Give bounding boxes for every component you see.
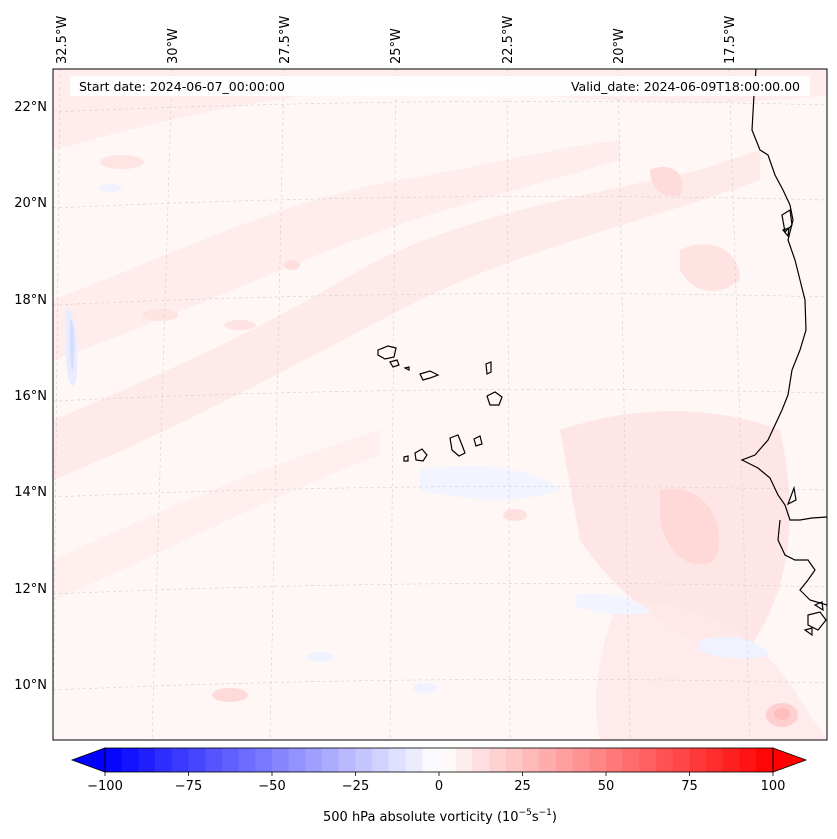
colorbar-min-extend-arrow bbox=[70, 747, 106, 773]
colorbar-label-exp2: −1 bbox=[539, 808, 552, 818]
colorbar-tick-label: −25 bbox=[342, 779, 369, 794]
colorbar-segment bbox=[205, 748, 223, 772]
colorbar-segment bbox=[388, 748, 406, 772]
colorbar-segment bbox=[171, 748, 189, 772]
colorbar-segment bbox=[155, 748, 173, 772]
colorbar-segment bbox=[305, 748, 323, 772]
colorbar-segment bbox=[639, 748, 657, 772]
island-boa-vista bbox=[486, 391, 503, 406]
lat-label: 14°N bbox=[14, 485, 47, 500]
colorbar-label-text: 500 hPa absolute vorticity (10 bbox=[323, 810, 519, 825]
lat-label: 10°N bbox=[14, 678, 47, 693]
colorbar-tick-label: −50 bbox=[258, 779, 285, 794]
colorbar-segment bbox=[606, 748, 624, 772]
colorbar: −100 −75 −50 −25 0 25 50 75 100 500 hPa absolute… bbox=[70, 747, 808, 825]
colorbar-tick-label: −75 bbox=[175, 779, 202, 794]
colorbar-segment bbox=[472, 748, 490, 772]
colorbar-segment bbox=[739, 748, 757, 772]
valid-date-label: Valid_date: 2024-06-09T18:00:00.00 bbox=[571, 79, 800, 94]
cape-verde-islands bbox=[377, 345, 503, 462]
island-brava bbox=[403, 455, 409, 462]
colorbar-segment bbox=[656, 748, 674, 772]
colorbar-tick-label: 100 bbox=[761, 779, 786, 794]
colorbar-segment bbox=[672, 748, 690, 772]
map-frame bbox=[52, 68, 828, 741]
colorbar-tick-label: −100 bbox=[87, 779, 123, 794]
coastlines bbox=[740, 69, 827, 637]
colorbar-segment bbox=[221, 748, 239, 772]
island-santa-luzia bbox=[403, 366, 410, 371]
lon-label: 25°W bbox=[389, 28, 404, 64]
colorbar-segment bbox=[489, 748, 507, 772]
lat-label: 20°N bbox=[14, 196, 47, 211]
colorbar-label-exp1: −5 bbox=[519, 808, 532, 818]
island-santo-antao bbox=[377, 345, 397, 360]
colorbar-tick-label: 50 bbox=[598, 779, 615, 794]
island-santiago bbox=[449, 434, 466, 457]
colorbar-segment bbox=[372, 748, 390, 772]
longitude-labels: 32.5°W 30°W 27.5°W 25°W 22.5°W 20°W 17.5… bbox=[55, 16, 738, 64]
header-box bbox=[70, 76, 810, 96]
colorbar-segment bbox=[589, 748, 607, 772]
colorbar-segment bbox=[188, 748, 206, 772]
colorbar-segment bbox=[622, 748, 640, 772]
colorbar-label-close: ) bbox=[552, 810, 557, 825]
colorbar-segment bbox=[422, 748, 440, 772]
graticule bbox=[53, 69, 827, 740]
colorbar-segment bbox=[706, 748, 724, 772]
lat-label: 12°N bbox=[14, 582, 47, 597]
colorbar-segment bbox=[338, 748, 356, 772]
colorbar-segment bbox=[756, 748, 774, 772]
lon-label: 32.5°W bbox=[55, 16, 70, 64]
colorbar-segments bbox=[105, 748, 774, 772]
colorbar-segment bbox=[355, 748, 373, 772]
island-sao-nicolau bbox=[419, 370, 440, 381]
colorbar-tick-label: 25 bbox=[514, 779, 531, 794]
colorbar-segment bbox=[505, 748, 523, 772]
lon-label: 20°W bbox=[612, 28, 627, 64]
colorbar-segment bbox=[288, 748, 306, 772]
island-maio bbox=[473, 435, 483, 447]
colorbar-segment bbox=[272, 748, 290, 772]
colorbar-segment bbox=[455, 748, 473, 772]
lat-label: 22°N bbox=[14, 100, 47, 115]
colorbar-segment bbox=[522, 748, 540, 772]
lon-label: 27.5°W bbox=[278, 16, 293, 64]
colorbar-segment bbox=[255, 748, 273, 772]
colorbar-segment bbox=[689, 748, 707, 772]
colorbar-max-extend-arrow bbox=[772, 747, 808, 773]
lat-label: 16°N bbox=[14, 389, 47, 404]
colorbar-tick-label: 0 bbox=[435, 779, 443, 794]
colorbar-segment bbox=[572, 748, 590, 772]
africa-coastline bbox=[740, 69, 827, 521]
latitude-labels: 22°N 20°N 18°N 16°N 14°N 12°N 10°N bbox=[14, 100, 47, 693]
map-panel: Start date: 2024-06-07_00:00:00 Valid_da… bbox=[53, 69, 827, 740]
lon-label: 22.5°W bbox=[501, 16, 516, 64]
colorbar-segment bbox=[555, 748, 573, 772]
island-fogo bbox=[414, 448, 428, 462]
colorbar-segment bbox=[439, 748, 457, 772]
colorbar-segment bbox=[238, 748, 256, 772]
colorbar-ticks: −100 −75 −50 −25 0 25 50 75 100 bbox=[87, 772, 785, 794]
colorbar-segment bbox=[138, 748, 156, 772]
colorbar-segment bbox=[322, 748, 340, 772]
colorbar-segment bbox=[539, 748, 557, 772]
island-sal bbox=[485, 361, 492, 375]
colorbar-segment bbox=[722, 748, 740, 772]
colorbar-segment bbox=[405, 748, 423, 772]
colorbar-segment bbox=[105, 748, 123, 772]
island-sao-vicente bbox=[389, 359, 400, 368]
start-date-label: Start date: 2024-06-07_00:00:00 bbox=[79, 79, 285, 94]
vorticity-contours bbox=[53, 69, 827, 740]
lon-label: 17.5°W bbox=[723, 16, 738, 64]
colorbar-segment bbox=[121, 748, 139, 772]
colorbar-label-mid: s bbox=[532, 810, 539, 825]
lon-label: 30°W bbox=[166, 28, 181, 64]
colorbar-tick-label: 75 bbox=[681, 779, 698, 794]
colorbar-label: 500 hPa absolute vorticity (10−5s−1) bbox=[323, 808, 557, 825]
lat-label: 18°N bbox=[14, 293, 47, 308]
